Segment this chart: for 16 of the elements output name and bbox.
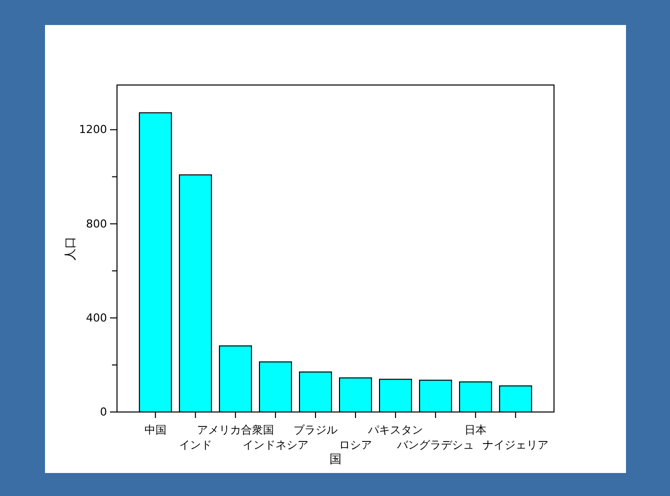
y-tick-label: 400 [86,311,107,324]
x-tick-label: ブラジル [294,424,338,436]
x-tick-label: パキスタン [368,424,424,436]
x-tick-label: バングラデシュ [397,438,474,452]
y-tick-label: 0 [100,406,107,418]
x-tick-label: インド [178,438,212,452]
y-tick-label: 1200 [79,123,107,136]
x-tick-label: アメリカ合衆国 [196,424,274,436]
x-tick-label: 中国 [144,424,166,436]
x-axis-title: 国 [330,452,342,466]
x-tick-label: ナイジェリア [482,438,549,452]
x-tick-label: ロシア [339,438,372,452]
y-tick-label: 800 [86,217,107,230]
y-axis-title: 人口 [63,236,77,260]
x-tick-label: 日本 [464,424,487,436]
x-tick-label: インドネシア [242,438,308,452]
